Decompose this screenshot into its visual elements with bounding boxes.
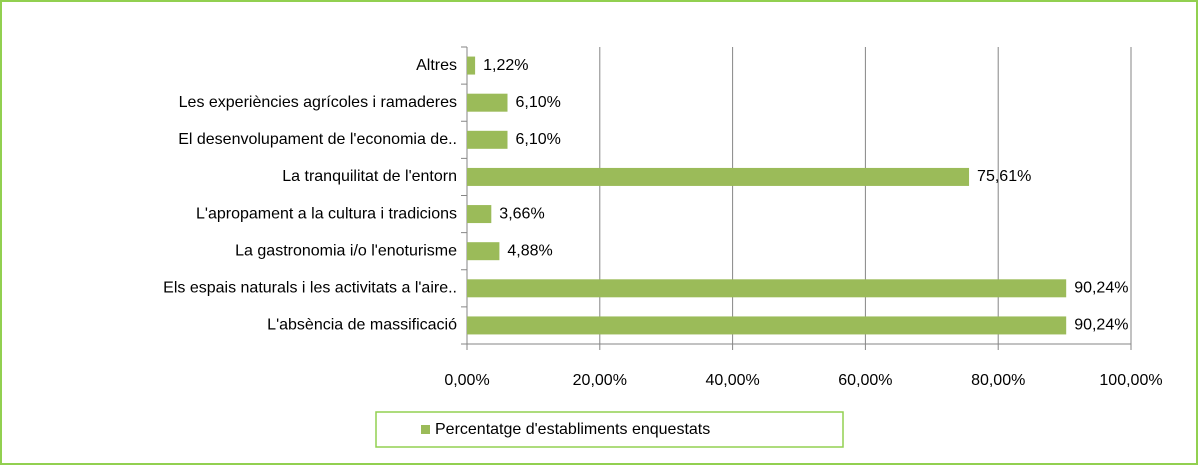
x-tick-label: 40,00% bbox=[705, 372, 759, 389]
x-tick-label: 60,00% bbox=[838, 372, 892, 389]
value-label: 90,24% bbox=[1074, 317, 1128, 334]
value-label: 6,10% bbox=[516, 131, 561, 148]
y-tick-label: La tranquilitat de l'entorn bbox=[282, 168, 457, 185]
value-label: 6,10% bbox=[516, 94, 561, 111]
y-tick-label: Les experiències agrícoles i ramaderes bbox=[179, 94, 457, 111]
x-tick-label: 80,00% bbox=[971, 372, 1025, 389]
bar bbox=[467, 279, 1067, 298]
y-tick-label: Els espais naturals i les activitats a l… bbox=[163, 280, 457, 297]
y-tick-label: L'apropament a la cultura i tradicions bbox=[196, 205, 457, 222]
bar bbox=[467, 56, 476, 75]
value-label: 4,88% bbox=[507, 242, 552, 259]
value-label: 90,24% bbox=[1074, 280, 1128, 297]
legend-label: Percentatge d'establiments enquestats bbox=[435, 421, 710, 438]
legend-swatch bbox=[421, 425, 430, 434]
value-label: 75,61% bbox=[977, 168, 1031, 185]
x-tick-label: 100,00% bbox=[1099, 372, 1162, 389]
legend-box bbox=[375, 411, 844, 448]
bar bbox=[467, 167, 970, 186]
x-tick-label: 20,00% bbox=[573, 372, 627, 389]
x-tick-label: 0,00% bbox=[444, 372, 489, 389]
y-tick-label: El desenvolupament de l'economia de.. bbox=[178, 131, 457, 148]
bar bbox=[467, 316, 1067, 335]
y-tick-label: Altres bbox=[416, 57, 457, 74]
y-tick-label: L'absència de massificació bbox=[267, 317, 457, 334]
bar bbox=[467, 242, 500, 261]
value-label: 1,22% bbox=[483, 57, 528, 74]
bar bbox=[467, 93, 508, 112]
y-tick-label: La gastronomia i/o l'enoturisme bbox=[235, 242, 457, 259]
value-label: 3,66% bbox=[499, 205, 544, 222]
bar bbox=[467, 205, 492, 224]
bar bbox=[467, 130, 508, 149]
